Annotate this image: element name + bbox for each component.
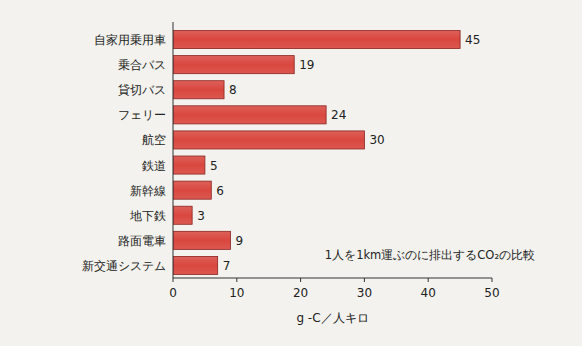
bars <box>173 31 460 275</box>
x-tick-label: 20 <box>293 286 308 300</box>
bar <box>173 56 294 74</box>
category-label: 路面電車 <box>118 234 166 248</box>
category-label: 乗合バス <box>118 58 166 72</box>
x-axis-label: g -C／人キロ <box>296 311 368 325</box>
background <box>0 0 582 346</box>
bar <box>173 131 364 149</box>
data-label: 7 <box>223 259 231 273</box>
category-label: 自家用乗用車 <box>94 33 166 47</box>
x-tick-label: 50 <box>484 286 499 300</box>
bar <box>173 231 230 249</box>
x-tick <box>173 278 174 282</box>
data-label: 45 <box>465 33 480 47</box>
data-label: 19 <box>299 58 314 72</box>
data-label: 24 <box>331 108 346 122</box>
category-label: 貸切バス <box>118 83 166 97</box>
bar <box>173 156 205 174</box>
x-axis <box>173 278 492 279</box>
chart-container: 自家用乗用車乗合バス貸切バスフェリー航空鉄道新幹線地下鉄路面電車新交通システム 4… <box>0 0 582 346</box>
x-tick <box>300 278 301 282</box>
data-label: 9 <box>235 234 243 248</box>
data-label: 3 <box>197 209 205 223</box>
x-tick <box>492 278 493 282</box>
bar <box>173 206 192 224</box>
category-label: 鉄道 <box>142 159 166 173</box>
bar <box>173 181 211 199</box>
bar <box>173 106 326 124</box>
bar <box>173 31 460 49</box>
chart-svg: 自家用乗用車乗合バス貸切バスフェリー航空鉄道新幹線地下鉄路面電車新交通システム 4… <box>0 0 582 346</box>
data-label: 6 <box>216 184 224 198</box>
category-label: 新幹線 <box>130 184 166 198</box>
category-label: 航空 <box>142 133 166 147</box>
data-label: 5 <box>210 159 218 173</box>
x-tick-label: 10 <box>229 286 244 300</box>
bar <box>173 81 224 99</box>
y-axis <box>173 22 174 278</box>
annotation: 1人を1km運ぶのに排出するCO₂の比較 <box>325 248 535 262</box>
x-tick <box>428 278 429 282</box>
x-tick-label: 40 <box>421 286 436 300</box>
x-tick <box>236 278 237 282</box>
x-tick <box>364 278 365 282</box>
data-label: 30 <box>369 133 384 147</box>
x-tick-label: 0 <box>169 286 177 300</box>
x-tick-label: 30 <box>357 286 372 300</box>
bar <box>173 256 218 274</box>
category-label: 新交通システム <box>82 259 166 273</box>
category-label: 地下鉄 <box>129 209 166 223</box>
category-label: フェリー <box>118 108 166 122</box>
data-label: 8 <box>229 83 237 97</box>
